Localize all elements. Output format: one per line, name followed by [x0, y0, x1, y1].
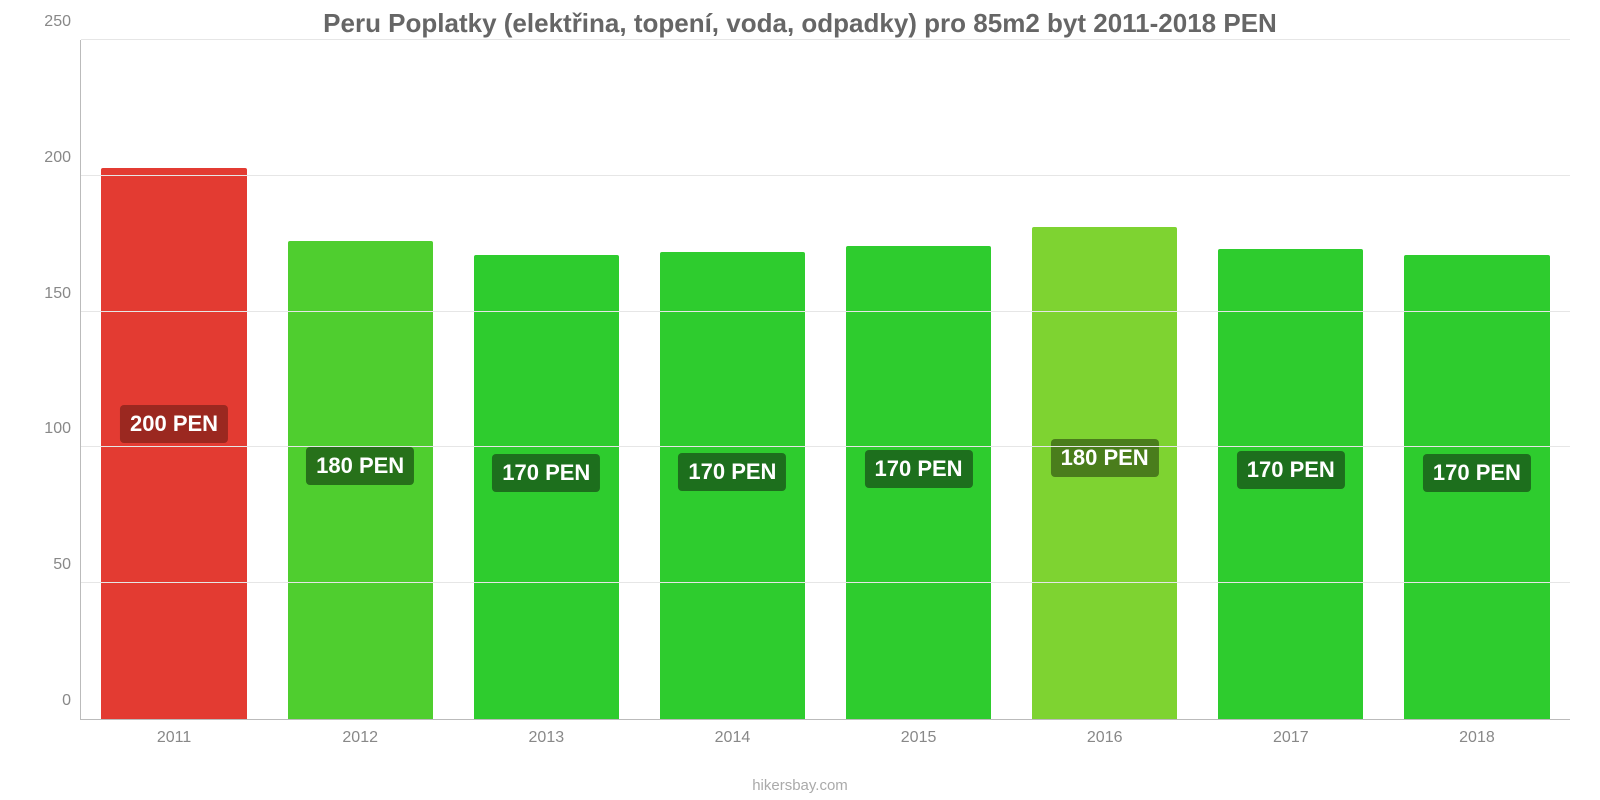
gridline [81, 175, 1570, 176]
bar-slot: 180 PEN2016 [1012, 40, 1198, 719]
x-tick-label: 2012 [342, 719, 378, 747]
bar: 170 PEN [660, 252, 805, 719]
x-tick-label: 2018 [1459, 719, 1495, 747]
bar-value-label: 180 PEN [306, 447, 414, 485]
bars-container: 200 PEN2011180 PEN2012170 PEN2013170 PEN… [81, 40, 1570, 719]
x-tick-label: 2015 [901, 719, 937, 747]
bar-slot: 170 PEN2017 [1198, 40, 1384, 719]
bar-slot: 170 PEN2015 [826, 40, 1012, 719]
y-tick-label: 250 [44, 13, 81, 31]
bar-value-label: 170 PEN [865, 450, 973, 488]
bar: 170 PEN [1404, 255, 1549, 719]
x-tick-label: 2014 [715, 719, 751, 747]
bar-value-label: 170 PEN [1237, 451, 1345, 489]
gridline [81, 39, 1570, 40]
bar: 200 PEN [101, 168, 246, 719]
x-tick-label: 2017 [1273, 719, 1309, 747]
bar: 170 PEN [1218, 249, 1363, 719]
y-tick-label: 150 [44, 285, 81, 303]
bar-value-label: 200 PEN [120, 405, 228, 443]
bar: 170 PEN [846, 246, 991, 719]
bar-slot: 170 PEN2018 [1384, 40, 1570, 719]
x-tick-label: 2013 [529, 719, 565, 747]
bar-slot: 180 PEN2012 [267, 40, 453, 719]
bar-slot: 170 PEN2014 [639, 40, 825, 719]
bar-value-label: 170 PEN [492, 454, 600, 492]
bar-value-label: 170 PEN [678, 453, 786, 491]
source-label: hikersbay.com [0, 777, 1600, 794]
gridline [81, 446, 1570, 447]
plot-area: 200 PEN2011180 PEN2012170 PEN2013170 PEN… [80, 40, 1570, 720]
bar-value-label: 170 PEN [1423, 454, 1531, 492]
chart-title: Peru Poplatky (elektřina, topení, voda, … [0, 0, 1600, 43]
bar-slot: 200 PEN2011 [81, 40, 267, 719]
bar: 180 PEN [1032, 227, 1177, 719]
chart-container: 200 PEN2011180 PEN2012170 PEN2013170 PEN… [30, 40, 1580, 760]
y-tick-label: 0 [62, 692, 81, 710]
x-tick-label: 2011 [157, 719, 191, 747]
bar: 170 PEN [474, 255, 619, 719]
bar-slot: 170 PEN2013 [453, 40, 639, 719]
bar: 180 PEN [288, 241, 433, 719]
bar-value-label: 180 PEN [1051, 439, 1159, 477]
gridline [81, 311, 1570, 312]
y-tick-label: 100 [44, 420, 81, 438]
y-tick-label: 50 [53, 556, 81, 574]
gridline [81, 582, 1570, 583]
x-tick-label: 2016 [1087, 719, 1123, 747]
y-tick-label: 200 [44, 149, 81, 167]
